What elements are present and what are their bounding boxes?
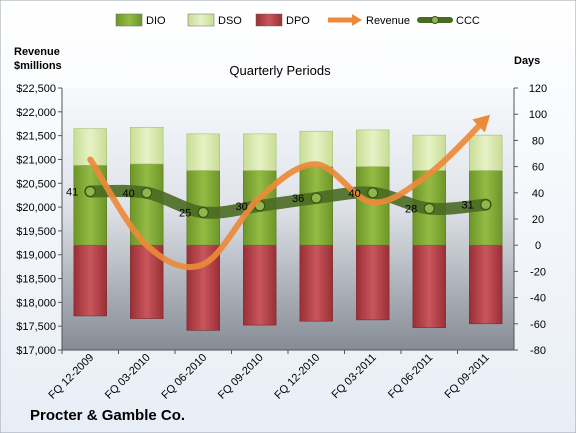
legend-label: DPO bbox=[286, 15, 310, 27]
left-tick-label: $22,000 bbox=[16, 107, 56, 119]
left-tick-label: $20,000 bbox=[16, 202, 56, 214]
right-tick-label: 0 bbox=[535, 240, 541, 252]
bar-dso bbox=[130, 127, 164, 165]
ccc-data-label: 31 bbox=[462, 200, 474, 212]
left-tick-label: $17,000 bbox=[16, 345, 56, 357]
left-tick-label: $22,500 bbox=[16, 83, 56, 95]
legend-label: DIO bbox=[146, 15, 166, 27]
right-tick-label: 120 bbox=[529, 83, 547, 95]
ccc-point bbox=[423, 202, 435, 215]
legend-label: Revenue bbox=[366, 15, 410, 27]
chart-title: Quarterly Periods bbox=[229, 63, 331, 78]
ccc-data-label: 30 bbox=[236, 201, 248, 213]
ccc-data-label: 40 bbox=[349, 188, 361, 200]
right-axis-label: Days bbox=[514, 55, 540, 67]
left-tick-label: $17,500 bbox=[16, 321, 56, 333]
right-tick-label: 60 bbox=[532, 162, 544, 174]
right-tick-label: 100 bbox=[529, 109, 547, 121]
lines: 41 40 25 30 36 40 28 31 bbox=[66, 114, 492, 271]
legend-point-ccc bbox=[431, 16, 439, 24]
bar-dio bbox=[356, 166, 390, 246]
bar-dpo bbox=[73, 244, 107, 317]
left-tick-label: $19,000 bbox=[16, 250, 56, 262]
legend: DIO DSO DPO Revenue CCC bbox=[115, 13, 480, 27]
left-tick-label: $18,500 bbox=[16, 274, 56, 286]
left-tick-label: $20,500 bbox=[16, 178, 56, 190]
right-tick-label: -60 bbox=[530, 319, 546, 331]
legend-swatch-dpo bbox=[255, 13, 283, 27]
bar-dpo bbox=[299, 244, 333, 322]
ccc-point bbox=[367, 187, 379, 199]
ccc-data-label: 25 bbox=[179, 207, 191, 219]
ccc-data-label: 40 bbox=[123, 188, 135, 200]
bar-dpo bbox=[243, 244, 277, 326]
legend-item-dso: DSO bbox=[187, 13, 242, 27]
legend-item-dio: DIO bbox=[115, 13, 166, 27]
ccc-point bbox=[480, 198, 492, 211]
right-tick-label: 40 bbox=[532, 188, 544, 200]
right-tick-label: -80 bbox=[530, 345, 546, 357]
legend-label: CCC bbox=[456, 15, 480, 27]
legend-arrow-revenue bbox=[352, 14, 362, 26]
revenue-line bbox=[87, 115, 489, 271]
legend-swatch-dso bbox=[187, 13, 215, 27]
right-tick-label: 80 bbox=[532, 135, 544, 147]
legend-item-dpo: DPO bbox=[255, 13, 310, 27]
legend-label: DSO bbox=[218, 15, 242, 27]
bar-dso bbox=[186, 133, 220, 171]
company-name: Procter & Gamble Co. bbox=[30, 407, 185, 424]
right-tick-label: -40 bbox=[530, 293, 546, 305]
ccc-point bbox=[141, 187, 153, 199]
bar-dso bbox=[469, 134, 503, 171]
left-tick-label: $21,500 bbox=[16, 131, 56, 143]
left-axis-label: Revenue $millions bbox=[14, 46, 63, 72]
left-tick-label: $21,000 bbox=[16, 154, 56, 166]
legend-item-revenue: Revenue bbox=[328, 14, 410, 27]
left-tick-label: $19,500 bbox=[16, 226, 56, 238]
bar-dso bbox=[73, 128, 107, 166]
ccc-point bbox=[310, 192, 322, 204]
revenue-arrowhead bbox=[472, 114, 491, 133]
ccc-data-label: 36 bbox=[292, 193, 304, 205]
ccc-data-label: 41 bbox=[66, 186, 78, 198]
bar-dso bbox=[299, 130, 333, 167]
ccc-data-label: 28 bbox=[405, 204, 417, 216]
right-tick-label: -20 bbox=[530, 266, 546, 278]
bar-dpo bbox=[469, 244, 503, 325]
legend-item-ccc: CCC bbox=[417, 15, 480, 27]
bar-dpo bbox=[356, 244, 390, 321]
ccc-point bbox=[84, 185, 96, 198]
left-tick-label: $18,000 bbox=[16, 297, 56, 309]
bar-dio bbox=[299, 166, 333, 246]
legend-swatch-dio bbox=[115, 13, 143, 27]
bar-dso bbox=[356, 129, 390, 167]
bar-dso bbox=[243, 133, 277, 171]
ccc-point bbox=[197, 206, 209, 219]
right-tick-label: 20 bbox=[532, 214, 544, 226]
bar-dpo bbox=[412, 244, 446, 329]
